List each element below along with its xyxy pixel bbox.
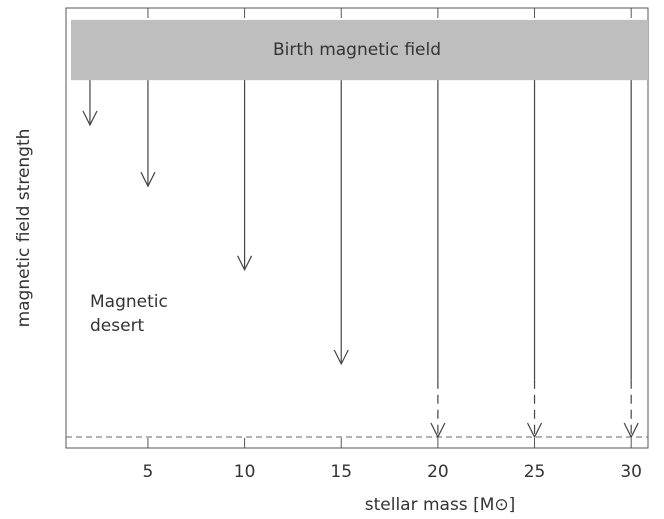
band <box>71 19 648 81</box>
x-tick-label: 10 <box>234 462 256 482</box>
x-axis-label: stellar mass [M⊙] <box>365 495 516 515</box>
arrow-head <box>623 422 639 439</box>
arrow-head <box>82 110 98 127</box>
arrow-head <box>430 422 446 439</box>
annotation: Magnetic <box>90 292 168 312</box>
x-tick-label: 5 <box>143 462 154 482</box>
x-tick-label: 30 <box>620 462 642 482</box>
x-tick-label: 25 <box>524 462 546 482</box>
plot-frame <box>65 7 649 449</box>
annotation: desert <box>90 316 145 336</box>
y-axis-label: magnetic field strength <box>14 129 34 328</box>
x-tick-label: 15 <box>330 462 352 482</box>
arrow-head <box>527 422 543 439</box>
arrow-head <box>333 349 349 366</box>
arrow-head <box>140 171 156 188</box>
x-tick-label: 20 <box>427 462 449 482</box>
band-label: Birth magnetic field <box>273 40 441 60</box>
arrow-head <box>237 255 253 272</box>
